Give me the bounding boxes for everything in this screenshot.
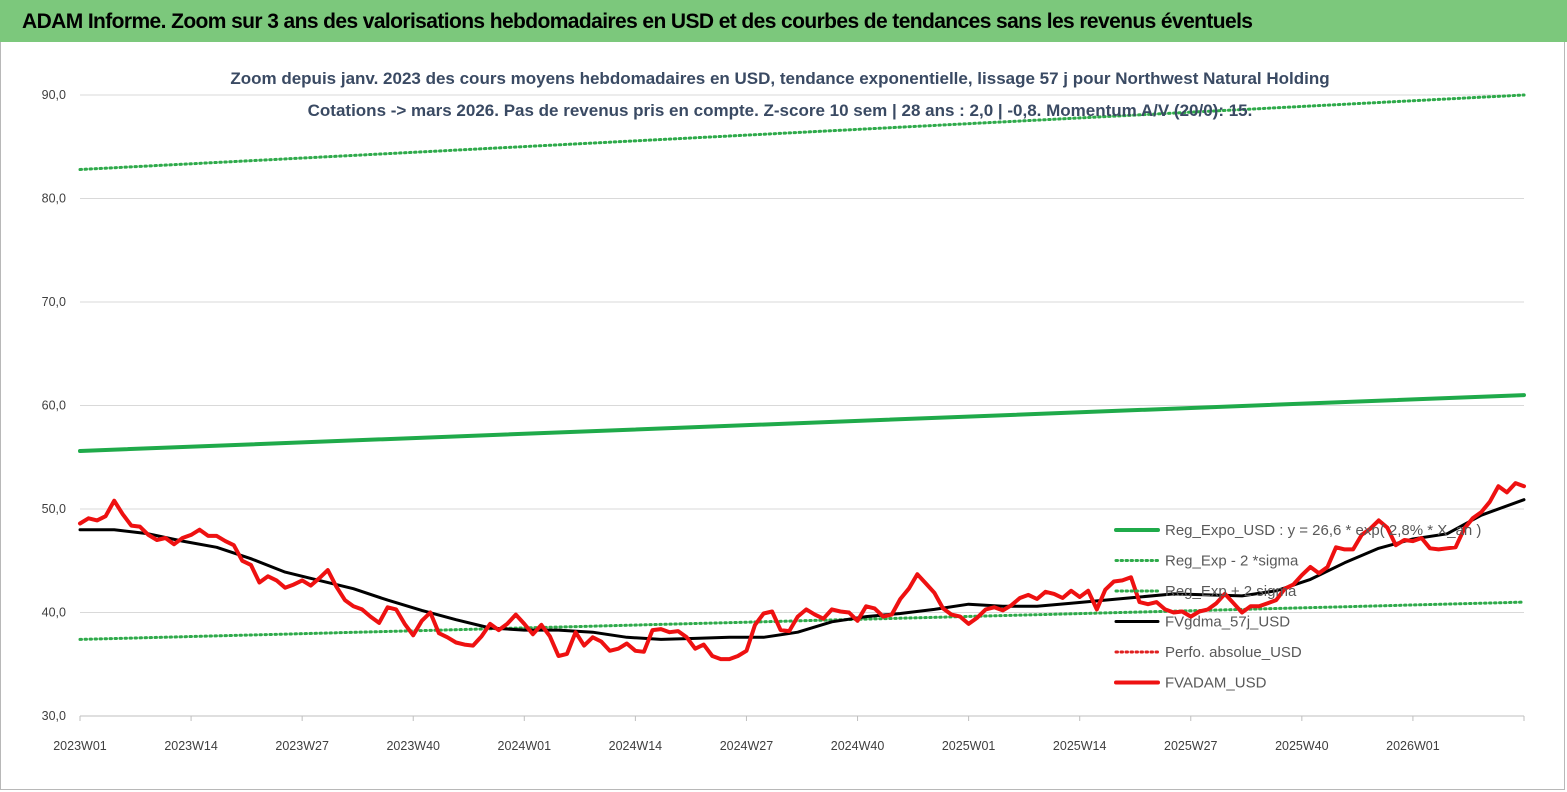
legend-label: Reg_Exp - 2 *sigma xyxy=(1165,553,1299,570)
chart-title: Zoom depuis janv. 2023 des cours moyens … xyxy=(230,69,1329,88)
x-tick-label: 2025W14 xyxy=(1053,739,1107,753)
x-tick-label: 2024W14 xyxy=(609,739,663,753)
x-tick-label: 2025W27 xyxy=(1164,739,1218,753)
series-line xyxy=(78,93,1526,171)
chart-legend: Reg_Expo_USD : y = 26,6 * exp( 2,8% * X_… xyxy=(1114,522,1481,692)
legend-label: FVgdma_57j_USD xyxy=(1165,614,1290,631)
x-tick-label: 2025W40 xyxy=(1275,739,1329,753)
x-tick-label: 2023W14 xyxy=(164,739,218,753)
x-tick-label: 2023W40 xyxy=(386,739,440,753)
legend-label: FVADAM_USD xyxy=(1165,675,1267,692)
y-tick-label: 50,0 xyxy=(42,502,66,516)
y-tick-label: 60,0 xyxy=(42,399,66,413)
series-line xyxy=(78,393,1526,453)
x-tick-label: 2024W27 xyxy=(720,739,774,753)
page-title: ADAM Informe. Zoom sur 3 ans des valoris… xyxy=(22,10,1253,33)
x-tick-label: 2025W01 xyxy=(942,739,996,753)
series-line xyxy=(78,600,1526,641)
x-tick-label: 2023W27 xyxy=(275,739,329,753)
y-tick-label: 80,0 xyxy=(42,192,66,206)
x-tick-label: 2024W40 xyxy=(831,739,885,753)
y-tick-label: 30,0 xyxy=(42,709,66,723)
x-axis: 2023W01 2023W14 2023W27 2023W40 2024W01 2024W… xyxy=(53,715,1525,753)
y-tick-label: 90,0 xyxy=(42,88,66,102)
header-bar: ADAM Informe. Zoom sur 3 ans des valoris… xyxy=(0,0,1567,42)
x-tick-label: 2026W01 xyxy=(1386,739,1440,753)
y-axis-ticks: 30,0 40,0 50,0 60,0 70,0 80,0 90,0 xyxy=(42,88,66,723)
x-tick-label: 2023W01 xyxy=(53,739,107,753)
x-tick-label: 2024W01 xyxy=(498,739,552,753)
y-tick-label: 70,0 xyxy=(42,295,66,309)
legend-label: Reg_Expo_USD : y = 26,6 * exp( 2,8% * X_… xyxy=(1165,522,1481,539)
legend-label: Reg_Exp + 2 sigma xyxy=(1165,583,1297,600)
legend-label: Perfo. absolue_USD xyxy=(1165,644,1302,661)
y-tick-label: 40,0 xyxy=(42,606,66,620)
chart-grid xyxy=(80,94,1524,717)
series-line xyxy=(78,481,1526,662)
chart-series xyxy=(78,93,1526,662)
chart-subtitle: Cotations -> mars 2026. Pas de revenus p… xyxy=(308,101,1253,120)
